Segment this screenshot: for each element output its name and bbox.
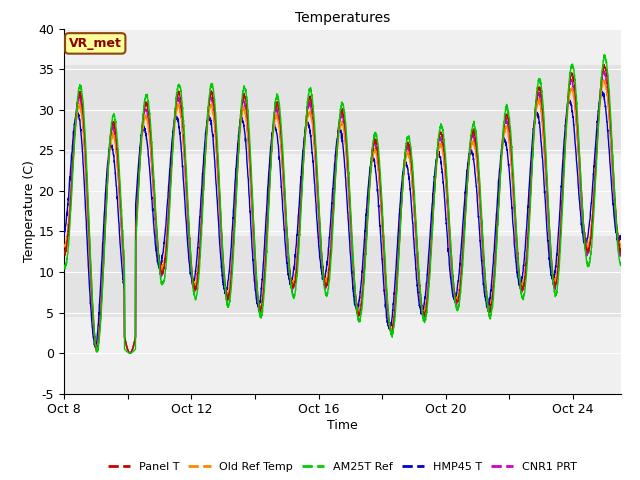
X-axis label: Time: Time [327,419,358,432]
Bar [64,236,621,317]
Title: Temperatures: Temperatures [295,11,390,25]
Text: VR_met: VR_met [68,37,122,50]
Legend: Panel T, Old Ref Temp, AM25T Ref, HMP45 T, CNR1 PRT: Panel T, Old Ref Temp, AM25T Ref, HMP45 … [104,457,581,477]
Bar [64,65,621,155]
Y-axis label: Temperature (C): Temperature (C) [22,160,36,262]
